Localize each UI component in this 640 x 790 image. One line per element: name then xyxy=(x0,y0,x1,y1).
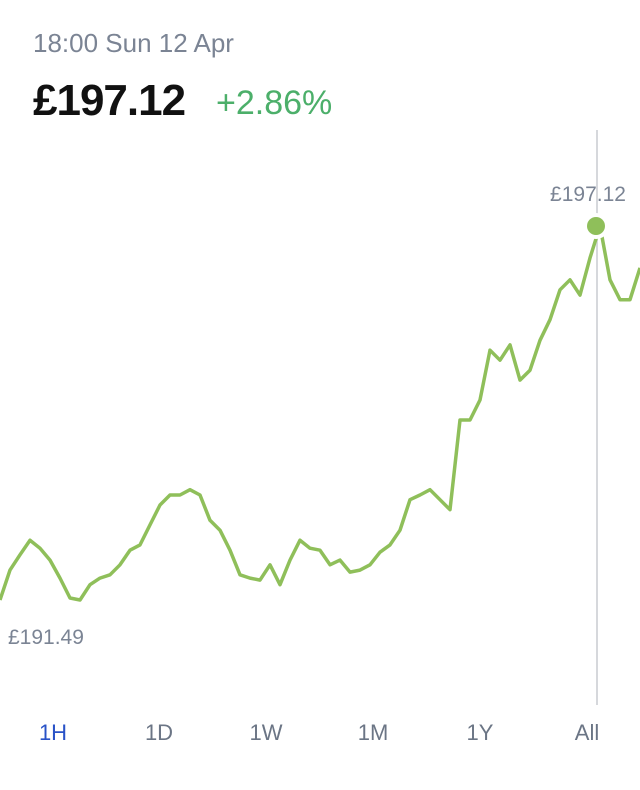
range-tab[interactable]: 1D xyxy=(145,720,173,745)
range-tab[interactable]: All xyxy=(575,720,599,745)
low-label: £191.49 xyxy=(8,626,84,649)
price-change: +2.86% xyxy=(216,84,333,122)
range-tab[interactable]: 1W xyxy=(250,720,283,745)
high-label: £197.12 xyxy=(550,183,626,206)
timestamp: 18:00 Sun 12 Apr xyxy=(33,28,234,58)
range-tab[interactable]: 1Y xyxy=(467,720,494,745)
price: £197.12 xyxy=(33,76,186,125)
price-line xyxy=(0,224,640,602)
range-tab[interactable]: 1H xyxy=(39,720,67,745)
peak-dot xyxy=(587,217,605,235)
range-tab[interactable]: 1M xyxy=(358,720,389,745)
